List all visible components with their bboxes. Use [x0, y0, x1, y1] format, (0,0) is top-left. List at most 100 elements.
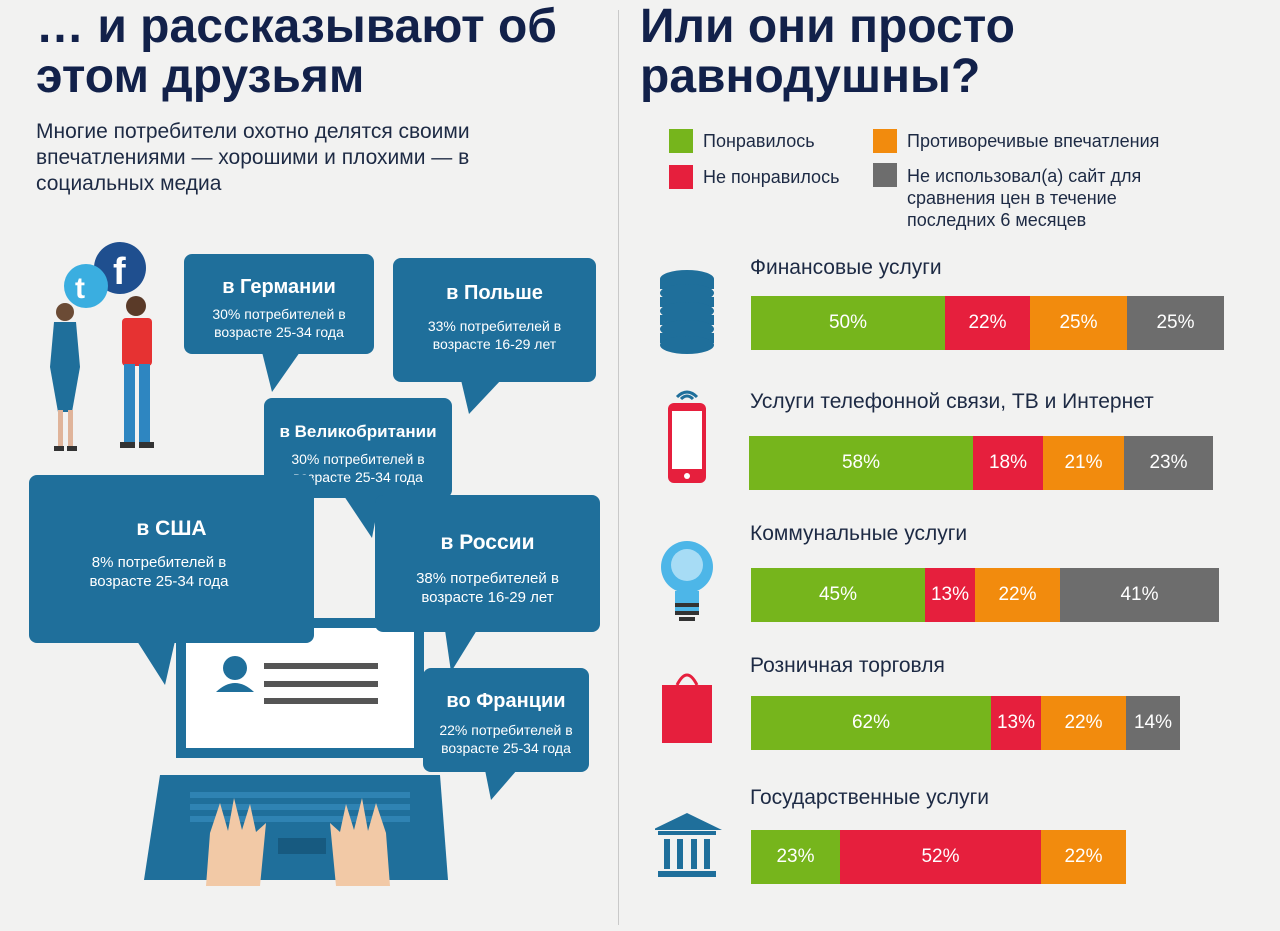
bar-segment-mixed: 21%: [1043, 436, 1124, 490]
data-label: 22%: [1064, 712, 1103, 733]
svg-text:f: f: [113, 251, 126, 293]
laptop-icon: [144, 618, 448, 886]
legend-swatch-notused: [873, 163, 897, 187]
bar-segment-disliked: 52%: [840, 830, 1041, 884]
data-label: 50%: [828, 312, 868, 333]
bubble-tail: [445, 630, 477, 672]
data-label: 21%: [1064, 452, 1103, 473]
bar-segment-disliked: 18%: [973, 436, 1043, 490]
legend-label-line: Не использовал(а) сайт для: [907, 166, 1142, 186]
bubble-russia: в России 38% потребителей в возрасте 16-…: [375, 495, 600, 672]
people-illustration: [50, 296, 154, 451]
legend-swatch-mixed: [873, 129, 897, 153]
bar-segment-mixed: 25%: [1030, 296, 1127, 350]
left-title: … и рассказывают об этом друзьям: [36, 2, 557, 102]
left-title-line1: … и рассказывают об: [36, 0, 557, 53]
data-label: 41%: [1120, 584, 1159, 605]
bubble-germany: в Германии 30% потребителей в возрасте 2…: [184, 254, 374, 392]
data-label: 22%: [1064, 846, 1103, 867]
bar-segment-notused: 41%: [1060, 568, 1219, 622]
data-label: 58%: [841, 452, 881, 473]
category-icons: [655, 270, 722, 877]
bar-segment-liked: 62%: [751, 696, 991, 750]
bubble-country: в России: [440, 531, 535, 554]
bubble-tail: [344, 496, 380, 538]
bubble-country: в Германии: [222, 276, 336, 298]
stacked-bar: 62% 13% 22% 14%: [751, 696, 1180, 750]
lightbulb-icon: [661, 541, 713, 621]
shopping-bag-icon: [662, 673, 712, 743]
user-profile-icon: [216, 656, 254, 692]
left-title-line2: этом друзьям: [36, 50, 365, 103]
bubble-desc-line: возрасте 16-29 лет: [432, 336, 557, 352]
bubble-country: в США: [136, 517, 207, 540]
bubble-usa: в США 8% потребителей в возрасте 25-34 г…: [29, 475, 314, 685]
stacked-bar: 45% 13% 22% 41%: [751, 568, 1219, 622]
data-label: 25%: [1156, 312, 1195, 333]
category-label: Розничная торговля: [750, 654, 945, 677]
bubble-desc-line: возрасте 25-34 года: [293, 469, 423, 485]
data-label: 45%: [818, 584, 858, 605]
stacked-bar: 58% 18% 21% 23%: [749, 436, 1213, 490]
bar-segment-notused: 14%: [1126, 696, 1180, 750]
bar-segment-disliked: 13%: [925, 568, 975, 622]
data-label: 14%: [1133, 712, 1173, 733]
category-label: Услуги телефонной связи, ТВ и Интернет: [750, 390, 1154, 413]
woman-icon: [50, 303, 80, 451]
column-divider: [618, 10, 619, 925]
data-label: 23%: [1149, 452, 1188, 473]
bubble-poland: в Польше 33% потребителей в возрасте 16-…: [393, 258, 596, 414]
legend-label-liked: Понравилось: [703, 131, 815, 151]
bubble-desc-line: 22% потребителей в: [439, 722, 573, 738]
bubble-france: во Франции 22% потребителей в возрасте 2…: [423, 668, 589, 800]
legend-swatch-liked: [669, 129, 693, 153]
right-title: Или они просто равнодушны?: [640, 2, 1015, 102]
bubble-desc-line: возрасте 16-29 лет: [421, 589, 554, 606]
lead-line: социальных медиа: [36, 172, 222, 195]
twitter-icon: t: [64, 264, 108, 308]
social-icons: f t: [64, 242, 146, 308]
bubble-country: в Польше: [446, 282, 543, 304]
data-label: 62%: [851, 712, 891, 733]
stacked-bar: 50% 22% 25% 25%: [751, 296, 1224, 350]
man-icon: [120, 296, 154, 448]
svg-text:t: t: [75, 272, 85, 305]
bubble-tail: [137, 641, 175, 685]
bubble-tail: [262, 352, 300, 392]
bubble-desc-line: 8% потребителей в: [91, 554, 227, 571]
data-label: 13%: [996, 712, 1036, 733]
bubble-desc: 38% потребителей в возрасте 16-29 лет: [375, 569, 600, 607]
bubble-desc-line: возрасте 25-34 года: [441, 740, 571, 756]
stacked-bar: 23% 52% 22%: [751, 830, 1126, 884]
bar-segment-liked: 23%: [751, 830, 840, 884]
bar-segment-liked: 50%: [751, 296, 945, 350]
bubble-desc: 8% потребителей в возрасте 25-34 года: [29, 553, 314, 591]
bar-segment-disliked: 22%: [945, 296, 1030, 350]
bubble-desc-line: 33% потребителей в: [427, 318, 562, 334]
bubble-desc: 22% потребителей в возрасте 25-34 года: [423, 721, 589, 757]
bar-segment-notused: 25%: [1127, 296, 1224, 350]
bubble-tail: [485, 770, 517, 800]
legend-label-line: сравнения цен в течение: [907, 188, 1117, 208]
legend-label-disliked: Не понравилось: [703, 167, 840, 187]
bar-segment-liked: 58%: [749, 436, 973, 490]
bubble-desc: 30% потребителей в возрасте 25-34 года: [264, 450, 452, 486]
right-title-line2: равнодушны?: [640, 50, 981, 103]
bar-segment-notused: 23%: [1124, 436, 1213, 490]
legend-swatch-disliked: [669, 165, 693, 189]
bar-segment-liked: 45%: [751, 568, 925, 622]
bubble-desc-line: возрасте 25-34 года: [214, 324, 344, 340]
data-label: 22%: [998, 584, 1037, 605]
hands-icon: [206, 798, 390, 886]
bubble-desc-line: 30% потребителей в: [291, 451, 425, 467]
data-label: 22%: [968, 312, 1007, 333]
data-label: 25%: [1059, 312, 1098, 333]
bar-segment-mixed: 22%: [975, 568, 1060, 622]
legend-label-mixed: Противоречивые впечатления: [907, 131, 1160, 151]
lead-line: впечатлениями — хорошими и плохими — в: [36, 146, 470, 169]
data-label: 23%: [776, 846, 815, 867]
legend-label-notused: Не использовал(а) сайт для сравнения цен…: [907, 165, 1141, 231]
bank-icon: [655, 813, 722, 877]
bubble-desc-line: 30% потребителей в: [212, 306, 346, 322]
data-label: 52%: [921, 846, 960, 867]
